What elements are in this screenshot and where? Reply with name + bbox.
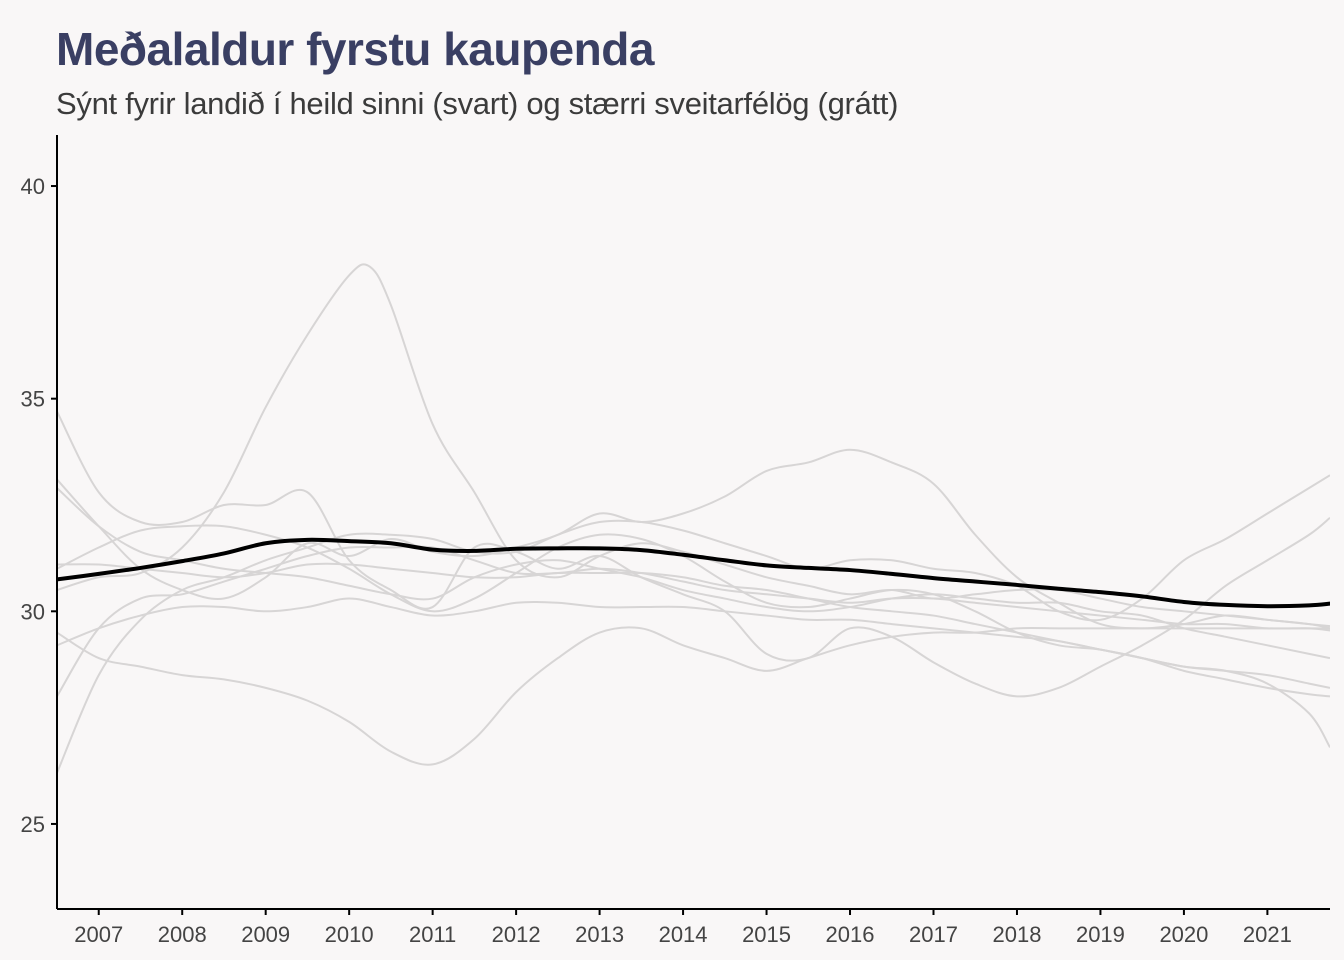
y-tick-label: 25: [21, 812, 45, 837]
x-tick-label: 2011: [409, 922, 456, 947]
municipality-line-8: [57, 487, 1330, 660]
municipality-line-5: [57, 545, 1330, 697]
national-line: [57, 537, 1330, 609]
municipality-line-6: [57, 626, 1330, 766]
x-tick-label: 2009: [241, 922, 290, 947]
national-series-group: [57, 537, 1330, 609]
x-tick-label: 2015: [742, 922, 791, 947]
y-tick-label: 30: [21, 599, 45, 624]
x-tick-label: 2016: [826, 922, 875, 947]
chart-subtitle: Sýnt fyrir landið í heild sinni (svart) …: [56, 86, 899, 121]
x-tick-label: 2008: [158, 922, 207, 947]
x-tick-label: 2021: [1243, 922, 1292, 947]
municipality-line-3: [57, 474, 1330, 774]
municipality-series-group: [57, 263, 1330, 774]
x-tick-label: 2007: [74, 922, 123, 947]
chart-title: Meðalaldur fyrstu kaupenda: [56, 23, 654, 75]
y-tick-label: 35: [21, 387, 45, 412]
municipality-line-9: [57, 524, 1330, 748]
municipality-line-2: [57, 410, 1330, 698]
x-tick-label: 2019: [1076, 922, 1125, 947]
x-tick-label: 2012: [492, 922, 541, 947]
x-tick-label: 2018: [992, 922, 1041, 947]
municipality-line-10: [57, 562, 1330, 698]
x-tick-label: 2020: [1159, 922, 1208, 947]
y-tick-label: 40: [21, 174, 45, 199]
municipality-line-7: [57, 597, 1330, 689]
x-tick-label: 2014: [659, 922, 708, 947]
x-tick-label: 2013: [575, 922, 624, 947]
chart-axes: 25 30 35 40 2007 2008 2009 2010 2011 2012 2013 2014…: [21, 135, 1330, 947]
x-tick-label: 2017: [909, 922, 958, 947]
x-tick-label: 2010: [325, 922, 374, 947]
